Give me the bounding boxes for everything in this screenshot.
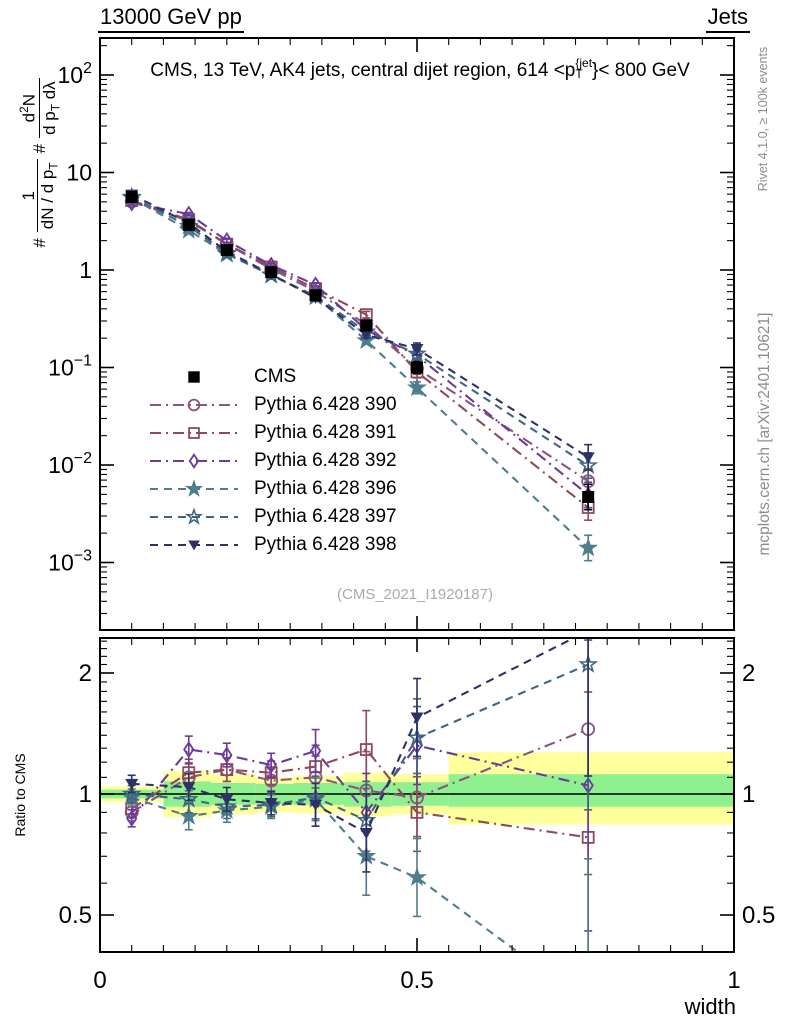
legend-item-6428398-label: Pythia 6.428 398	[254, 534, 397, 555]
svg-text:10−3: 10−3	[48, 548, 92, 576]
svg-text:102: 102	[58, 60, 93, 88]
legend-item-6428396-marker	[150, 479, 238, 497]
fraction-1: 1 dN / d pT	[19, 159, 61, 233]
legend-item-cms: CMS	[148, 363, 397, 391]
beam-header: 13000 GeV pp	[98, 4, 244, 33]
legend-item-6428390-marker	[150, 398, 238, 412]
legend: CMS Pythia 6.428 390 Pythia 6.428 391 Pythi…	[148, 363, 397, 559]
analysis-id-watermark: (CMS_2021_I1920187)	[337, 586, 493, 603]
legend-item-cms-label: CMS	[254, 366, 297, 387]
main-y-axis-label: # 1 dN / d pT # d2N d pT dλ	[5, 35, 75, 291]
svg-text:1: 1	[79, 781, 92, 808]
legend-item-6428391-label: Pythia 6.428 391	[254, 422, 397, 443]
analysis-header: Jets	[705, 4, 750, 33]
legend-item-6428391: Pythia 6.428 391	[148, 419, 397, 447]
svg-text:0.5: 0.5	[59, 902, 92, 929]
legend-item-6428398-marker	[150, 540, 238, 551]
legend-item-6428390-label: Pythia 6.428 390	[254, 394, 397, 415]
svg-text:0.5: 0.5	[742, 902, 775, 929]
svg-text:10−2: 10−2	[48, 450, 92, 478]
svg-text:2: 2	[79, 660, 92, 687]
legend-item-6428392: Pythia 6.428 392	[148, 447, 397, 475]
svg-text:10−1: 10−1	[48, 353, 92, 381]
ratio-y-axis-label: Ratio to CMS	[12, 753, 28, 837]
x-axis-title: width	[684, 994, 736, 1019]
pt-superscript: {jet T	[575, 56, 593, 81]
legend-item-6428390: Pythia 6.428 390	[148, 391, 397, 419]
fraction-2: d2N d pT dλ	[17, 78, 62, 138]
svg-text:1: 1	[742, 781, 755, 808]
rivet-version-note: Rivet 4.1.0, ≥ 100k events	[756, 46, 770, 192]
legend-item-6428397-marker	[150, 507, 238, 525]
legend-item-6428392-marker	[150, 453, 238, 469]
svg-text:1: 1	[79, 257, 92, 283]
legend-item-6428396-label: Pythia 6.428 396	[254, 478, 397, 499]
svg-text:2: 2	[742, 660, 755, 687]
legend-item-6428391-marker	[150, 427, 238, 439]
legend-item-cms-marker	[188, 371, 200, 383]
svg-text:1: 1	[727, 967, 740, 994]
mcplots-citation-note: mcplots.cern.ch [arXiv:2401.10621]	[756, 312, 773, 556]
svg-text:0.5: 0.5	[400, 967, 433, 994]
legend-item-6428396: Pythia 6.428 396	[148, 475, 397, 503]
svg-text:10: 10	[66, 160, 92, 186]
legend-item-6428397-label: Pythia 6.428 397	[254, 506, 397, 527]
legend-item-6428392-label: Pythia 6.428 392	[254, 450, 397, 471]
legend-item-6428397: Pythia 6.428 397	[148, 503, 397, 531]
hash-symbol: #	[30, 238, 49, 248]
legend-item-6428398: Pythia 6.428 398	[148, 531, 397, 559]
hash-symbol: #	[30, 143, 49, 154]
plot-title: CMS, 13 TeV, AK4 jets, central dijet reg…	[150, 56, 690, 82]
svg-text:0: 0	[93, 967, 106, 994]
